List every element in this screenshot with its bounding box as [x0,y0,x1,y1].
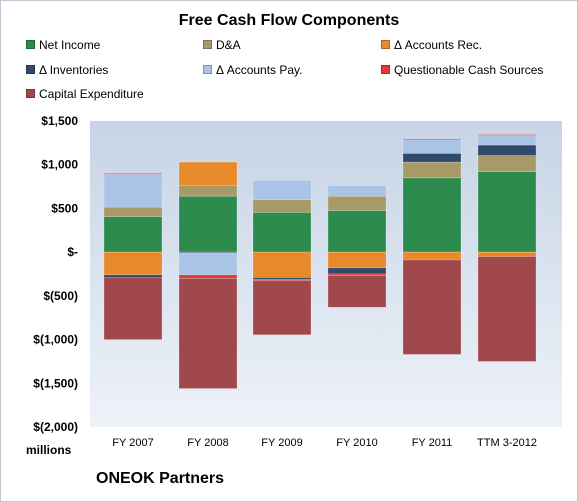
legend-swatch [26,89,35,98]
bar-segment [477,256,537,362]
bar-segment [178,274,238,279]
company-name: ONEOK Partners [96,470,225,487]
x-tick-label: TTM 3-2012 [477,437,537,449]
y-tick-label: $1,000 [41,158,78,172]
bar-segment [178,161,238,186]
bar-segment [252,280,312,336]
legend-swatch [203,65,212,74]
bar-segment [477,135,537,146]
legend-item: Net Income [26,38,100,52]
bar-segment [327,185,387,197]
legend-swatch [26,40,35,49]
bar-segment [477,251,537,257]
bar-segment [103,206,163,218]
bars [103,134,537,389]
bar-segment [252,212,312,253]
legend-item: Δ Accounts Rec. [381,38,482,52]
y-tick-label: $(1,000) [33,333,78,347]
bar-segment [477,171,537,253]
bar-segment [103,251,163,276]
bar-segment [252,199,312,213]
chart-title: Free Cash Flow Components [178,12,400,29]
legend-item: Δ Accounts Pay. [203,63,303,77]
legend-label: Δ Accounts Rec. [394,38,483,52]
bar-segment [103,216,163,253]
legend-label: D&A [216,38,241,52]
y-tick-label: $1,500 [41,114,78,128]
legend-label: Δ Accounts Pay. [216,63,303,77]
legend-label: Capital Expenditure [39,87,144,101]
bar-segment [327,267,387,275]
legend-label: Questionable Cash Sources [394,63,544,77]
bar-segment [477,144,537,156]
legend-label: Δ Inventories [39,63,109,77]
y-tick-label: $(500) [43,289,78,303]
bar-segment [103,277,163,340]
legend-item: D&A [203,38,241,52]
bar-segment [252,180,312,200]
x-tick-label: FY 2007 [112,437,153,449]
y-tick-label: $(2,000) [33,420,78,434]
bar-segment [178,278,238,389]
bar-segment [327,251,387,269]
bar-segment [402,259,462,355]
x-tick-label: FY 2011 [412,437,453,449]
bar-segment [402,153,462,163]
legend-swatch [381,65,390,74]
legend-swatch [26,65,35,74]
legend-item: Questionable Cash Sources [381,63,543,77]
bar-segment [402,251,462,261]
bar-segment [178,195,238,253]
bar-segment [327,195,387,211]
bar-segment [252,277,312,280]
y-tick-label: $500 [51,201,78,215]
y-axis: $1,500 $1,000 $500 $- $(500) $(1,000) $(1,500)… [33,114,78,434]
bar-segment [178,185,238,197]
y-axis-unit: millions [26,443,72,457]
legend-swatch [203,40,212,49]
x-tick-label: FY 2009 [261,437,302,449]
bar-segment [178,252,238,276]
legend-swatch [381,40,390,49]
legend-item: Δ Inventories [26,63,108,77]
y-tick-label: $- [67,245,78,259]
bar-segment [402,177,462,253]
y-tick-label: $(1,500) [33,376,78,390]
x-tick-label: FY 2010 [336,437,377,449]
bar-segment [327,210,387,253]
legend-item: Capital Expenditure [26,87,144,101]
bar-segment [402,138,462,141]
x-axis: FY 2007 FY 2008 FY 2009 FY 2010 FY 2011 TTM 3… [112,437,537,449]
bar-segment [252,251,312,278]
bar-segment [103,174,163,208]
bar-segment [402,139,462,154]
bar-segment [402,161,462,179]
bar-segment [477,155,537,173]
bar-segment [327,275,387,308]
x-tick-label: FY 2008 [187,437,228,449]
bar-segment [103,274,163,278]
bar-segment [103,173,163,175]
bar-segment [477,134,537,136]
legend-label: Net Income [39,38,101,52]
